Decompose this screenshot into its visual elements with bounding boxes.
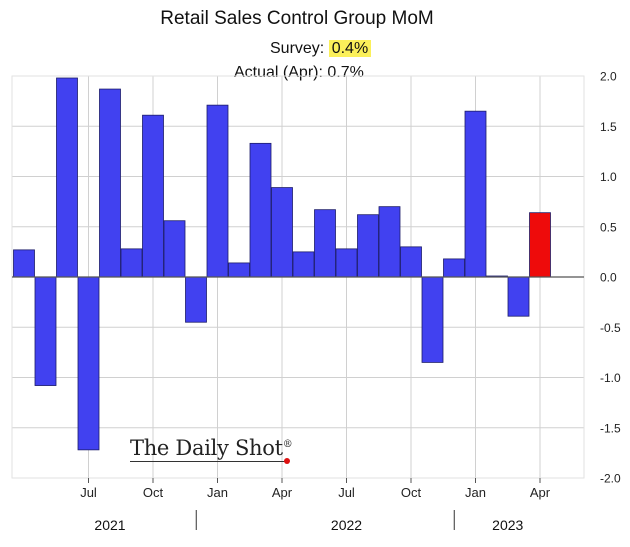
x-tick-label: Oct [143,485,164,500]
watermark-underline [130,461,288,462]
x-tick-label: Jan [465,485,486,500]
bar [99,88,121,278]
y-tick-label: -1.5 [600,421,621,435]
x-tick-label: Apr [530,485,551,500]
bar-highlight [529,212,551,278]
x-tick-label: Jan [207,485,228,500]
bar [13,249,35,278]
actual-label: Actual (Apr): [234,64,323,81]
y-tick-label: 0.0 [600,271,617,285]
bar [507,276,530,317]
survey-annotation: Survey: 0.4% [270,40,372,58]
bar [378,206,401,278]
watermark-dot [284,458,290,464]
bar [77,276,100,451]
x-tick-label: Jul [338,485,355,500]
bar [400,246,422,278]
bar [142,114,164,278]
bar [163,220,186,278]
chart-title: Retail Sales Control Group MoM [160,8,434,29]
bar [228,262,250,278]
bar [271,187,293,278]
watermark-text: The Daily Shot [130,436,283,460]
bar [120,248,143,278]
bar [464,110,487,278]
y-tick-label: -2.0 [600,472,621,486]
actual-annotation: Actual (Apr): 0.7% [234,64,364,82]
year-label: 2023 [492,517,523,533]
x-tick-label: Oct [401,485,422,500]
bar [335,248,358,278]
bar [206,104,229,278]
bar [357,214,379,278]
bar [56,77,78,278]
y-tick-label: -1.0 [600,371,621,385]
survey-value: 0.4% [328,40,372,57]
bar [292,251,315,278]
watermark-registered-mark: ® [282,439,293,450]
y-tick-label: 1.0 [600,170,617,184]
y-tick-label: 2.0 [600,70,617,84]
bar [34,276,57,386]
bar [249,142,272,278]
watermark-logo: The Daily Shot® [130,436,293,460]
actual-value: 0.7% [327,64,364,81]
x-tick-label: Jul [80,485,97,500]
year-label: 2022 [331,517,362,533]
bar [421,276,444,363]
year-label: 2021 [94,517,125,533]
survey-label: Survey: [270,40,325,57]
bar [314,209,336,278]
y-tick-label: -0.5 [600,321,621,335]
bar [185,276,207,323]
y-tick-label: 1.5 [600,120,617,134]
bar [443,258,465,278]
x-tick-label: Apr [272,485,293,500]
y-tick-label: 0.5 [600,220,617,234]
